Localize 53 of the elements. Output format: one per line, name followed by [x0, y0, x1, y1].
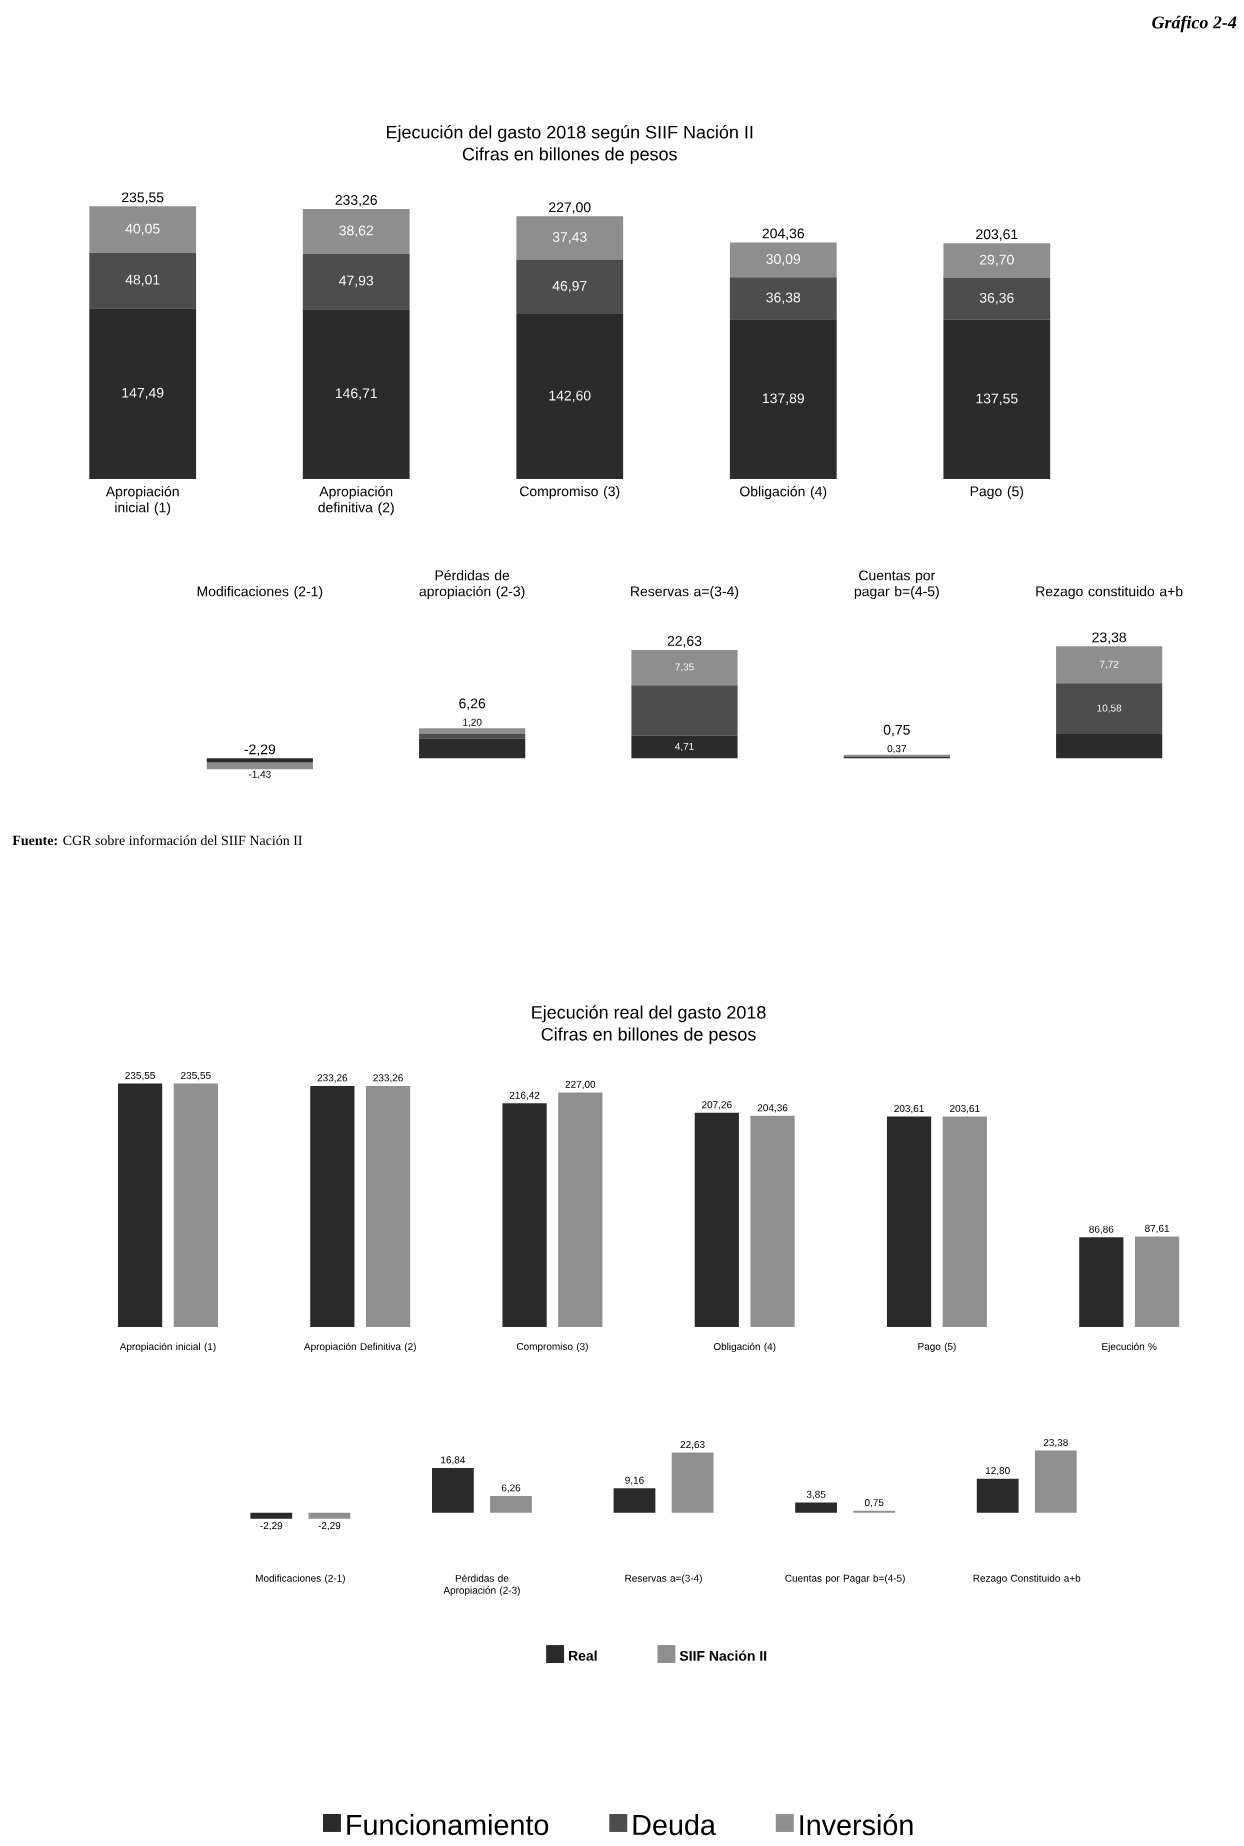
- bar: [490, 1496, 533, 1513]
- bar: [303, 309, 410, 479]
- bar: [558, 1092, 603, 1328]
- bar: [631, 735, 738, 759]
- bar: [730, 242, 838, 278]
- bar: [516, 259, 624, 314]
- bar: [366, 1085, 411, 1328]
- bar: [432, 1467, 475, 1513]
- bar: [1056, 733, 1163, 759]
- bar: [308, 1512, 351, 1519]
- legend-label: Deuda: [633, 1814, 717, 1836]
- bar: [516, 216, 624, 260]
- bar: [977, 1478, 1019, 1513]
- bar: [1056, 683, 1163, 734]
- bar: [631, 649, 738, 686]
- bar: [672, 1452, 714, 1513]
- bar: [89, 206, 197, 253]
- bar: [943, 277, 1051, 320]
- bar: [502, 1103, 548, 1328]
- bar: [1056, 646, 1163, 684]
- bar: [631, 685, 738, 736]
- legend-label: Inversión: [800, 1813, 913, 1836]
- bar: [750, 1115, 796, 1328]
- bar: [1035, 1450, 1078, 1513]
- bar: [516, 313, 624, 479]
- bar: [207, 762, 314, 770]
- text: Gráfico 2-4: [1152, 15, 1237, 33]
- bar: [943, 243, 1051, 278]
- bar: [695, 1112, 740, 1328]
- bar: [1135, 1236, 1180, 1328]
- chart-title: Ejecución real del gasto 2018: [532, 1005, 766, 1023]
- chart-subtitle: Cifras en billones de pesos: [542, 1027, 757, 1045]
- bar: [730, 277, 838, 320]
- chart-subtitle: Cifras en billones de pesos: [463, 147, 678, 165]
- bar: [118, 1083, 163, 1328]
- bar: [943, 319, 1051, 479]
- bar: [310, 1085, 355, 1328]
- bar: [795, 1502, 838, 1513]
- bar: [303, 208, 410, 254]
- bar: [174, 1083, 219, 1328]
- bar: [1079, 1237, 1124, 1328]
- bar: [250, 1512, 293, 1519]
- chart-title: Ejecución del gasto 2018 según SIIF Nación II: [387, 125, 753, 143]
- bar: [89, 252, 197, 309]
- bar: [419, 728, 526, 735]
- bar: [89, 308, 197, 479]
- bar: [730, 319, 838, 479]
- bar: [419, 738, 526, 759]
- bar: [887, 1116, 932, 1328]
- legend-label: Funcionamiento: [347, 1814, 549, 1836]
- bar: [613, 1488, 656, 1513]
- bar: [303, 253, 410, 310]
- bar: [943, 1116, 988, 1328]
